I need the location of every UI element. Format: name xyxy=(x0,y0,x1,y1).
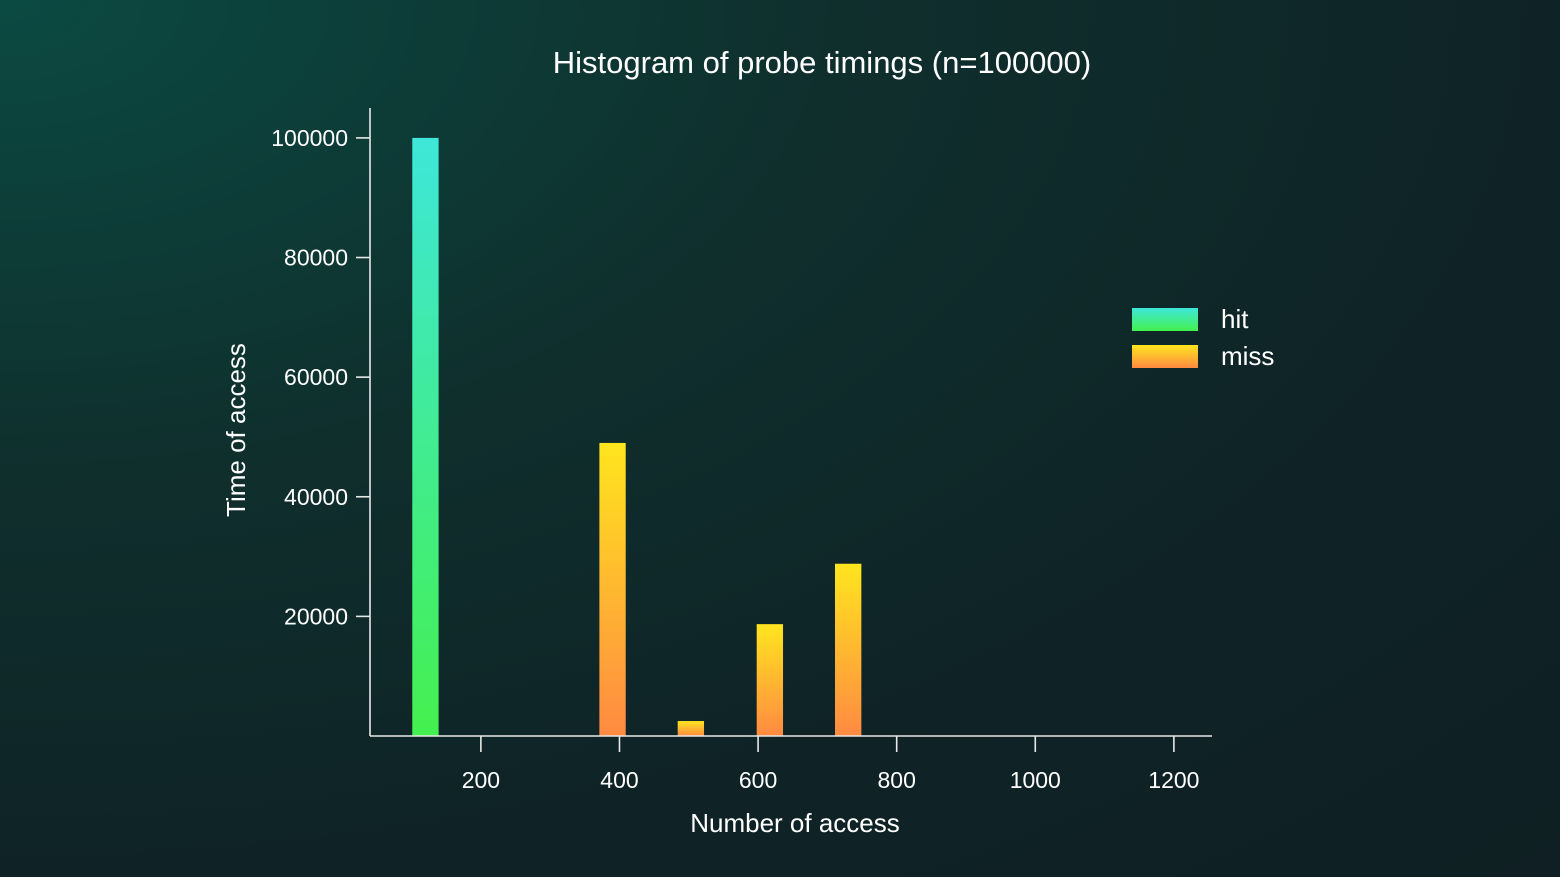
legend-swatch-hit xyxy=(1132,308,1198,331)
x-tick-label: 1200 xyxy=(1148,767,1199,793)
y-axis-label: Time of access xyxy=(221,343,251,517)
bar-miss xyxy=(835,563,862,736)
y-tick-label: 20000 xyxy=(284,603,348,629)
bar-miss xyxy=(677,721,705,736)
legend-label-miss: miss xyxy=(1221,341,1274,371)
y-axis-ticks: 20000 40000 60000 80000 100000 xyxy=(271,125,370,629)
bar-miss xyxy=(599,442,626,736)
x-tick-label: 400 xyxy=(600,767,638,793)
x-tick-label: 800 xyxy=(877,767,915,793)
x-tick-label: 1000 xyxy=(1010,767,1061,793)
legend-label-hit: hit xyxy=(1221,304,1249,334)
bar-miss xyxy=(756,624,784,736)
y-tick-label: 40000 xyxy=(284,484,348,510)
legend-swatch-miss xyxy=(1132,345,1198,368)
x-tick-label: 200 xyxy=(462,767,500,793)
bars-group xyxy=(412,137,862,736)
legend: hit miss xyxy=(1132,304,1274,371)
y-tick-label: 60000 xyxy=(284,364,348,390)
x-axis-ticks: 200 400 600 800 1000 1200 xyxy=(462,736,1199,793)
chart-title: Histogram of probe timings (n=100000) xyxy=(553,45,1091,80)
x-tick-label: 600 xyxy=(739,767,777,793)
bar-hit xyxy=(412,137,439,736)
y-tick-label: 80000 xyxy=(284,245,348,271)
y-tick-label: 100000 xyxy=(271,125,348,151)
x-axis-label: Number of access xyxy=(690,808,900,838)
